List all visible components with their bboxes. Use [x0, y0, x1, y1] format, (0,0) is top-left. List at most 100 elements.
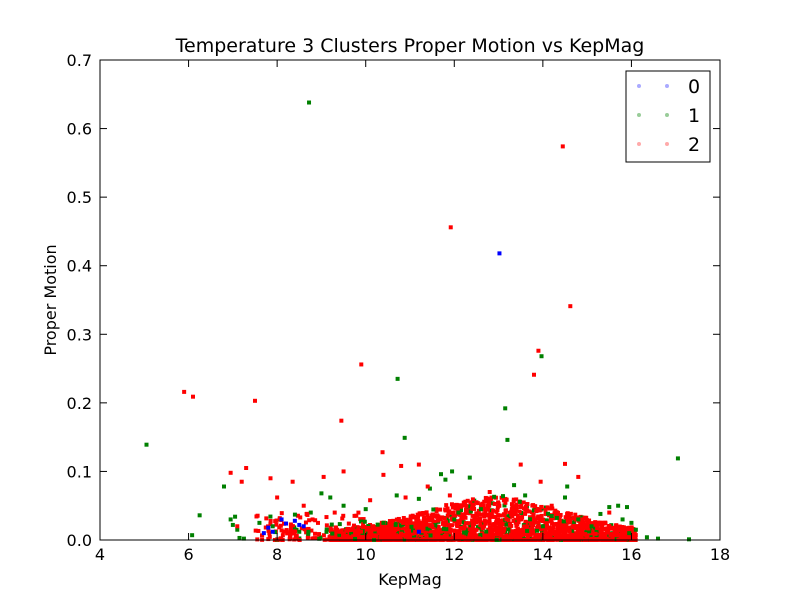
dense-point	[502, 503, 507, 508]
dense-point	[303, 527, 308, 532]
dense-point	[449, 523, 454, 528]
dense-point	[353, 530, 358, 535]
dense-point	[438, 517, 443, 522]
dense-point	[471, 522, 476, 527]
dense-point	[580, 525, 585, 530]
series-1-point	[549, 514, 554, 518]
dense-point	[564, 537, 569, 542]
dense-point	[490, 534, 495, 539]
dense-point	[434, 533, 439, 538]
dense-point	[366, 531, 371, 536]
dense-point	[511, 497, 516, 502]
series-1-point	[629, 520, 634, 525]
dense-point	[441, 521, 446, 526]
dense-point	[403, 527, 408, 532]
dense-point	[543, 526, 548, 531]
dense-point	[504, 517, 509, 522]
dense-point	[470, 535, 475, 540]
dense-point	[492, 534, 497, 539]
dense-point	[410, 528, 415, 533]
legend-marker	[665, 142, 669, 146]
dense-point	[385, 534, 390, 539]
dense-point	[408, 529, 413, 534]
dense-point	[330, 531, 335, 536]
dense-point	[371, 524, 376, 529]
dense-point	[508, 532, 513, 537]
dense-point	[491, 508, 496, 513]
dense-point	[494, 509, 499, 514]
series-2-point	[509, 507, 514, 512]
dense-point	[456, 510, 461, 515]
dense-point	[307, 518, 312, 523]
dense-point	[400, 526, 405, 531]
dense-point	[562, 537, 567, 542]
dense-point	[587, 518, 592, 523]
dense-point	[468, 503, 473, 508]
dense-point	[470, 513, 475, 518]
dense-point	[403, 519, 408, 524]
series-2-point	[268, 476, 273, 481]
dense-point	[604, 536, 609, 541]
series-1-point	[620, 517, 625, 522]
dense-point	[427, 516, 432, 521]
dense-point	[487, 517, 492, 522]
dense-point	[442, 530, 447, 535]
dense-point	[559, 536, 564, 541]
dense-point	[559, 518, 564, 523]
dense-point	[401, 515, 406, 520]
dense-point	[273, 519, 278, 524]
dense-point	[518, 515, 523, 520]
dense-point	[346, 527, 351, 532]
dense-point	[407, 525, 412, 530]
dense-point	[558, 513, 563, 518]
dense-point	[522, 506, 527, 511]
dense-point	[317, 536, 322, 541]
dense-point	[537, 508, 542, 513]
dense-point	[330, 533, 335, 538]
dense-point	[353, 536, 358, 541]
series-1-point	[270, 524, 275, 529]
series-1-point	[450, 469, 455, 474]
dense-point	[455, 531, 460, 536]
dense-point	[565, 526, 570, 531]
dense-point	[347, 535, 352, 540]
dense-point	[523, 511, 528, 516]
dense-point	[617, 524, 622, 529]
dense-point	[317, 532, 322, 537]
dense-point	[509, 502, 514, 507]
dense-point	[349, 531, 354, 536]
series-2-point	[536, 348, 541, 353]
dense-point	[514, 497, 519, 502]
dense-point	[506, 527, 511, 532]
dense-point	[497, 518, 502, 523]
dense-point	[372, 534, 377, 539]
dense-point	[494, 517, 499, 522]
dense-point	[444, 533, 449, 538]
dense-point	[489, 512, 494, 517]
series-1-point	[576, 517, 581, 522]
dense-point	[579, 517, 584, 522]
dense-point	[384, 523, 389, 528]
dense-point	[414, 520, 419, 525]
dense-point	[528, 531, 533, 536]
dense-point	[450, 510, 455, 515]
dense-point	[593, 522, 598, 527]
y-tick-label: 0.6	[67, 120, 92, 139]
dense-point	[410, 513, 415, 518]
dense-point	[514, 502, 519, 507]
series-1-point	[443, 477, 448, 482]
dense-point	[285, 531, 290, 536]
dense-point	[609, 526, 614, 531]
dense-point	[564, 517, 569, 522]
dense-point	[557, 537, 562, 542]
dense-point	[582, 525, 587, 530]
dense-point	[403, 534, 408, 539]
dense-point	[494, 525, 499, 530]
dense-point	[361, 517, 366, 522]
dense-point	[357, 533, 362, 538]
dense-point	[479, 502, 484, 507]
dense-point	[577, 527, 582, 532]
dense-point	[304, 530, 309, 535]
dense-point	[344, 536, 349, 541]
dense-point	[393, 525, 398, 530]
